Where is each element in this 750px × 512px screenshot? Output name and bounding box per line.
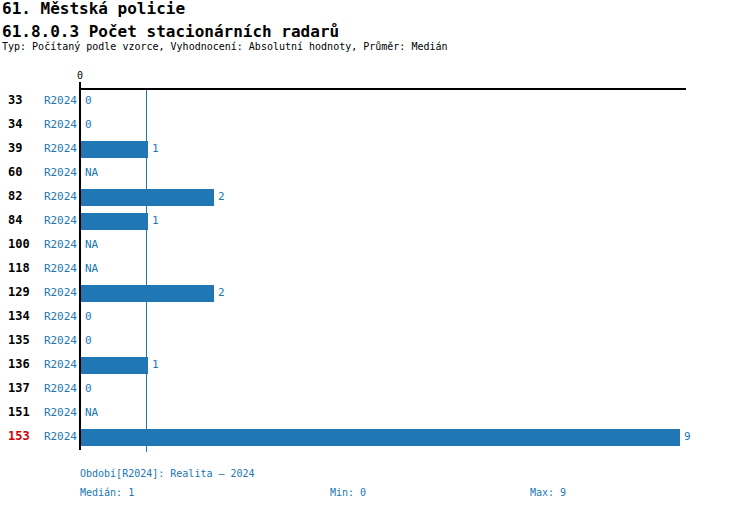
chart-row: 39 R2024 1 [0,137,750,161]
chart-row: 129 R2024 2 [0,281,750,305]
value-bar [81,429,680,446]
chart-row: 136 R2024 1 [0,353,750,377]
row-category-label: 118 [8,261,30,275]
row-period-label: R2024 [40,215,77,227]
row-value-label: 9 [684,431,691,443]
row-value-label: NA [85,407,98,419]
chart-row: 137 R2024 0 [0,377,750,401]
chart-row: 100 R2024 NA [0,233,750,257]
chart-row: 33 R2024 0 [0,89,750,113]
min-stat-label: Min: 0 [330,487,366,498]
row-category-label: 135 [8,333,30,347]
row-period-label: R2024 [40,359,77,371]
report-page: 61. Městská policie 61.8.0.3 Počet staci… [0,0,750,512]
chart-row: 84 R2024 1 [0,209,750,233]
value-bar [81,189,214,206]
row-category-label: 39 [8,141,22,155]
chart-row: 82 R2024 2 [0,185,750,209]
max-stat-label: Max: 9 [530,487,566,498]
row-category-label: 82 [8,189,22,203]
row-value-label: 0 [85,383,92,395]
chart-row: 118 R2024 NA [0,257,750,281]
value-bar [81,357,148,374]
chart-row: 134 R2024 0 [0,305,750,329]
row-category-label: 137 [8,381,30,395]
median-stat-label: Medián: 1 [80,487,134,498]
row-period-label: R2024 [40,431,77,443]
row-category-label: 34 [8,117,22,131]
chart-row: 135 R2024 0 [0,329,750,353]
row-category-label: 134 [8,309,30,323]
row-value-label: 2 [218,191,225,203]
row-category-label: 151 [8,405,30,419]
row-value-label: 0 [85,95,92,107]
row-category-label: 153 [8,429,30,443]
row-period-label: R2024 [40,95,77,107]
row-period-label: R2024 [40,191,77,203]
row-value-label: 0 [85,311,92,323]
row-period-label: R2024 [40,287,77,299]
row-value-label: NA [85,263,98,275]
value-bar [81,285,214,302]
row-value-label: 1 [152,215,159,227]
row-period-label: R2024 [40,311,77,323]
value-bar [81,213,148,230]
horizontal-bar-chart: 33 R2024 0 34 R2024 0 39 R2024 1 60 R2024 NA 82 R2024… [0,0,750,512]
chart-row: 153 R2024 9 [0,425,750,449]
row-period-label: R2024 [40,239,77,251]
value-bar [81,141,148,158]
row-value-label: 1 [152,359,159,371]
row-period-label: R2024 [40,407,77,419]
row-value-label: 2 [218,287,225,299]
row-category-label: 136 [8,357,30,371]
row-period-label: R2024 [40,383,77,395]
row-period-label: R2024 [40,119,77,131]
row-category-label: 60 [8,165,22,179]
chart-row: 60 R2024 NA [0,161,750,185]
row-category-label: 100 [8,237,30,251]
chart-row: 151 R2024 NA [0,401,750,425]
row-period-label: R2024 [40,335,77,347]
row-category-label: 84 [8,213,22,227]
row-period-label: R2024 [40,143,77,155]
row-value-label: 0 [85,119,92,131]
chart-row: 34 R2024 0 [0,113,750,137]
row-value-label: 0 [85,335,92,347]
row-period-label: R2024 [40,167,77,179]
row-period-label: R2024 [40,263,77,275]
row-value-label: 1 [152,143,159,155]
row-value-label: NA [85,239,98,251]
row-category-label: 33 [8,93,22,107]
period-info-label: Období[R2024]: Realita – 2024 [80,468,255,479]
row-value-label: NA [85,167,98,179]
row-category-label: 129 [8,285,30,299]
